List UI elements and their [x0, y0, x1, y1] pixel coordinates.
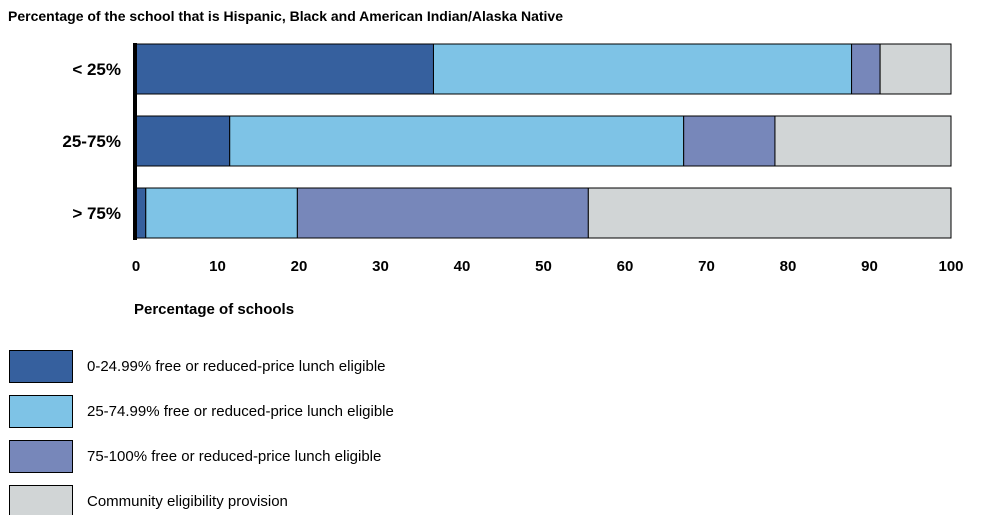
x-tick-label: 20 [291, 258, 308, 275]
chart-title: Percentage of the school that is Hispani… [8, 8, 563, 24]
x-tick-label: 40 [454, 258, 471, 275]
bar-segment [145, 187, 298, 239]
bar-segment [296, 187, 589, 239]
x-tick-label: 30 [372, 258, 389, 275]
bars-layer [135, 43, 952, 239]
y-tick-label: 25-75% [62, 132, 121, 151]
bar-segment [587, 187, 952, 239]
y-tick-label: < 25% [72, 60, 121, 79]
x-tick-label: 70 [698, 258, 715, 275]
legend-swatch [9, 350, 73, 383]
bar-segment [879, 43, 952, 95]
legend-label: 75-100% free or reduced-price lunch elig… [87, 448, 382, 465]
legend-label: 0-24.99% free or reduced-price lunch eli… [87, 358, 386, 375]
x-tick-label: 60 [617, 258, 634, 275]
bar-segment [774, 115, 952, 167]
x-tick-labels: 0 10 20 30 40 50 60 70 80 90 100 [132, 258, 964, 275]
bar-segment [135, 115, 231, 167]
bar-segment [432, 43, 853, 95]
x-tick-label: 50 [535, 258, 552, 275]
y-tick-labels: < 25% 25-75% > 75% [62, 60, 121, 223]
bar-segment [851, 43, 881, 95]
legend-label: Community eligibility provision [87, 493, 288, 510]
bar-segment [135, 43, 434, 95]
x-tick-label: 100 [938, 258, 963, 275]
legend-swatch [9, 440, 73, 473]
bar-segment [683, 115, 776, 167]
bar-segment [229, 115, 685, 167]
bar-segment [135, 187, 147, 239]
y-axis-line [133, 43, 137, 240]
legend-swatch [9, 485, 73, 515]
x-axis-title: Percentage of schools [134, 301, 295, 318]
y-tick-label: > 75% [72, 204, 121, 223]
legend-swatch [9, 395, 73, 428]
legend-label: 25-74.99% free or reduced-price lunch el… [87, 403, 394, 420]
x-tick-label: 10 [209, 258, 226, 275]
x-tick-label: 90 [861, 258, 878, 275]
x-tick-label: 80 [780, 258, 797, 275]
plot-area: < 25% 25-75% > 75% 0 10 20 30 40 50 60 70 80 90 100 [62, 43, 964, 275]
x-tick-label: 0 [132, 258, 140, 275]
